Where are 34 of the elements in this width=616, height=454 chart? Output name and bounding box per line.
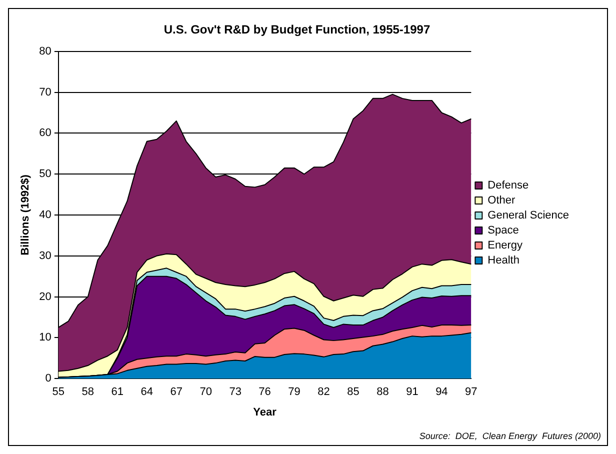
x-tick-label: 64 <box>140 386 154 398</box>
y-tick-label: 50 <box>39 168 52 180</box>
x-tick-label: 91 <box>406 386 418 398</box>
x-axis-title: Year <box>253 406 278 418</box>
legend-label: General Science <box>488 210 570 222</box>
x-tick-label: 55 <box>52 386 65 398</box>
source-note: Source: DOE, Clean Energy Futures (2000) <box>419 431 601 441</box>
x-tick-label: 94 <box>436 386 448 398</box>
legend-label: Defense <box>488 180 529 192</box>
x-tick-label: 79 <box>288 386 300 398</box>
x-tick-label: 88 <box>376 386 389 398</box>
y-tick-label: 60 <box>39 127 52 140</box>
legend-label: Health <box>488 254 520 267</box>
y-axis-title: Billions (1992$) <box>20 174 32 256</box>
legend-label: Space <box>488 224 519 237</box>
chart-title: U.S. Gov't R&D by Budget Function, 1955-1997 <box>164 22 430 37</box>
x-tick-label: 97 <box>465 386 478 398</box>
x-tick-label: 73 <box>229 386 242 398</box>
x-tick-label: 61 <box>111 386 124 398</box>
y-tick-label: 70 <box>39 86 52 98</box>
y-tick-label: 80 <box>39 45 52 58</box>
y-tick-label: 10 <box>39 332 52 344</box>
x-tick-label: 76 <box>258 386 271 398</box>
y-tick-label: 0 <box>45 372 52 385</box>
x-tick-label: 58 <box>82 386 94 398</box>
y-tick-label: 20 <box>39 290 52 303</box>
y-tick-label: 40 <box>39 209 52 222</box>
x-tick-label: 85 <box>347 386 360 398</box>
legend-label: Energy <box>488 240 524 252</box>
x-tick-label: 82 <box>318 386 330 398</box>
x-tick-label: 67 <box>170 386 182 398</box>
y-tick-label: 30 <box>39 250 52 262</box>
legend-label: Other <box>488 194 516 207</box>
x-tick-label: 70 <box>200 386 212 398</box>
